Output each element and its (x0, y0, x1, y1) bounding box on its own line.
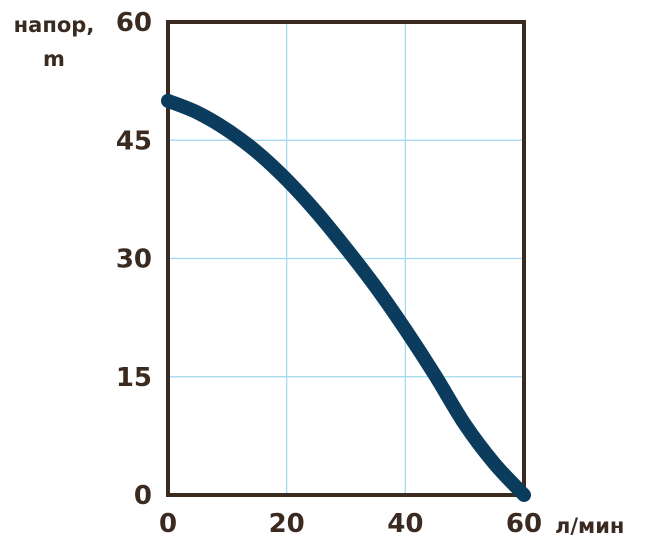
grid-lines (168, 22, 524, 495)
x-tick-label-0: 0 (159, 509, 177, 539)
y-tick-labels: 0 15 30 45 60 (116, 8, 152, 511)
plot-frame (166, 20, 526, 497)
x-tick-label-60: 60 (506, 509, 542, 539)
y-tick-label-15: 15 (116, 363, 152, 393)
y-axis-title-line1: напор, (14, 13, 95, 37)
x-tick-label-40: 40 (387, 509, 423, 539)
y-tick-label-0: 0 (134, 481, 152, 511)
x-tick-label-20: 20 (269, 509, 305, 539)
x-axis-title: л/мин (555, 514, 624, 538)
y-axis-title-line2: m (43, 47, 65, 71)
y-tick-label-60: 60 (116, 8, 152, 38)
y-tick-label-30: 30 (116, 245, 152, 275)
y-tick-label-45: 45 (116, 126, 152, 156)
x-tick-labels: 0 20 40 60 (159, 509, 542, 539)
series-curve (161, 93, 531, 502)
